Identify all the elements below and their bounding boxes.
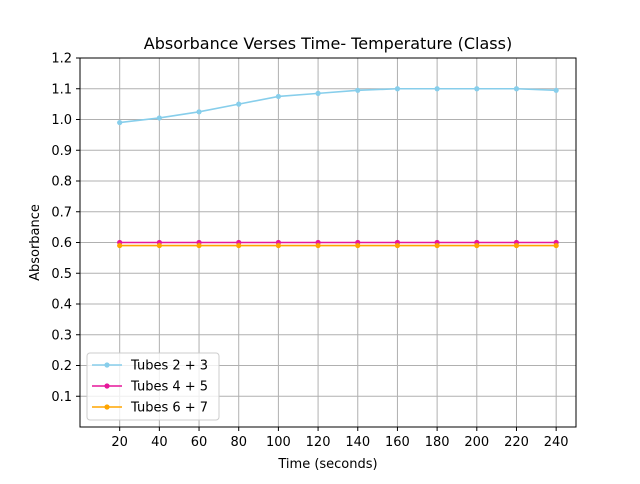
legend-item: Tubes 4 + 5 bbox=[92, 380, 208, 395]
legend-label: Tubes 4 + 5 bbox=[130, 380, 208, 395]
series-layer bbox=[117, 86, 559, 249]
y-tick-label: 0.4 bbox=[51, 298, 72, 313]
data-point bbox=[394, 86, 401, 92]
x-axis-label: Time (seconds) bbox=[277, 457, 377, 472]
y-tick-label: 0.3 bbox=[51, 328, 72, 343]
legend: Tubes 2 + 3 Tubes 4 + 5 Tubes 6 + 7 bbox=[86, 352, 220, 421]
legend-item: Tubes 2 + 3 bbox=[92, 359, 208, 374]
x-tick-label: 160 bbox=[385, 435, 410, 450]
y-tick-label: 0.7 bbox=[51, 205, 72, 220]
x-tick-label: 180 bbox=[425, 435, 450, 450]
y-tick-label: 0.5 bbox=[51, 267, 72, 282]
x-tick-label: 200 bbox=[464, 435, 489, 450]
x-tick-label: 140 bbox=[345, 435, 370, 450]
ticks: 20 40 60 80 100 120 140 160 180 200 220 240 0.1 0.2 0.… bbox=[51, 52, 568, 451]
data-point bbox=[394, 242, 401, 249]
data-point bbox=[315, 90, 321, 96]
x-tick-label: 20 bbox=[111, 435, 128, 450]
y-tick-label: 0.1 bbox=[51, 390, 72, 405]
legend-marker bbox=[104, 404, 110, 410]
data-point bbox=[196, 109, 202, 115]
y-tick-label: 1.0 bbox=[51, 113, 72, 128]
x-tick-label: 240 bbox=[544, 435, 569, 450]
legend-item: Tubes 6 + 7 bbox=[92, 401, 208, 416]
x-tick-label: 40 bbox=[151, 435, 168, 450]
x-tick-label: 80 bbox=[230, 435, 247, 450]
y-tick-label: 1.2 bbox=[51, 52, 72, 67]
data-point bbox=[474, 86, 480, 92]
x-tick-label: 100 bbox=[266, 435, 291, 450]
data-point bbox=[513, 86, 520, 92]
series-1 bbox=[117, 86, 559, 126]
data-point bbox=[513, 242, 520, 249]
data-point bbox=[117, 119, 123, 126]
y-tick-label: 1.1 bbox=[51, 82, 72, 97]
y-axis-label: Absorbance bbox=[28, 204, 43, 281]
series-line bbox=[119, 87, 557, 124]
x-tick-label: 120 bbox=[306, 435, 331, 450]
data-point bbox=[434, 242, 440, 249]
legend-label: Tubes 6 + 7 bbox=[130, 401, 208, 416]
x-tick-label: 60 bbox=[191, 435, 208, 450]
data-point bbox=[355, 87, 361, 93]
y-tick-label: 0.2 bbox=[51, 359, 72, 374]
series-3 bbox=[117, 242, 559, 249]
data-point bbox=[275, 93, 281, 100]
data-point bbox=[434, 86, 440, 92]
data-point bbox=[315, 242, 321, 249]
y-tick-label: 0.9 bbox=[51, 144, 72, 159]
data-point bbox=[355, 242, 361, 249]
data-point bbox=[275, 242, 281, 249]
data-point bbox=[196, 242, 202, 249]
data-point bbox=[474, 242, 480, 249]
data-point bbox=[236, 101, 242, 107]
data-point bbox=[156, 242, 162, 249]
legend-label: Tubes 2 + 3 bbox=[130, 359, 208, 374]
legend-marker bbox=[104, 362, 110, 368]
legend-marker bbox=[104, 383, 110, 389]
data-point bbox=[117, 242, 123, 249]
data-point bbox=[156, 115, 162, 121]
data-point bbox=[553, 87, 559, 93]
data-point bbox=[553, 242, 559, 249]
legend-items: Tubes 2 + 3 Tubes 4 + 5 Tubes 6 + 7 bbox=[92, 359, 208, 416]
legend-box bbox=[86, 352, 220, 421]
data-point bbox=[236, 242, 242, 249]
y-tick-label: 0.8 bbox=[51, 175, 72, 190]
chart-title: Absorbance Verses Time- Temperature (Cla… bbox=[144, 34, 512, 53]
y-tick-label: 0.6 bbox=[51, 236, 72, 251]
x-tick-label: 220 bbox=[504, 435, 529, 450]
